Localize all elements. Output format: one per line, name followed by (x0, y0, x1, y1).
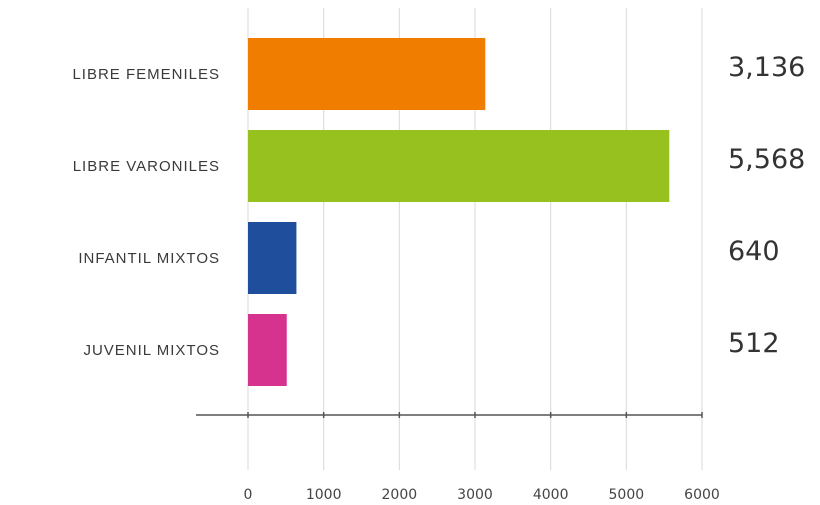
data-label: 3,136 (728, 52, 805, 83)
bars (248, 38, 670, 386)
x-tick-label: 3000 (457, 487, 493, 503)
category-label: LIBRE FEMENILES (72, 66, 220, 83)
x-tick-label: 1000 (306, 487, 342, 503)
bar-libre-femeniles (248, 38, 486, 110)
bar-infantil-mixtos (248, 222, 297, 294)
category-label: LIBRE VARONILES (73, 158, 220, 175)
category-label: INFANTIL MIXTOS (78, 250, 220, 267)
x-tick-label: 6000 (684, 487, 720, 503)
data-label: 640 (728, 236, 780, 267)
x-tick-label: 5000 (609, 487, 645, 503)
bar-juvenil-mixtos (248, 314, 287, 386)
category-labels: LIBRE FEMENILES LIBRE VARONILES INFANTIL M… (72, 66, 220, 359)
x-tick-label: 2000 (382, 487, 418, 503)
value-labels: 3,136 5,568 640 512 (728, 52, 805, 359)
bar-libre-varoniles (248, 130, 670, 202)
data-label: 5,568 (728, 144, 805, 175)
x-tick-labels: 0 1000 2000 3000 4000 5000 6000 (244, 487, 720, 503)
category-label: JUVENIL MIXTOS (83, 342, 220, 359)
axes (196, 412, 703, 418)
x-tick-label: 0 (244, 487, 253, 503)
x-tick-label: 4000 (533, 487, 569, 503)
data-label: 512 (728, 328, 780, 359)
